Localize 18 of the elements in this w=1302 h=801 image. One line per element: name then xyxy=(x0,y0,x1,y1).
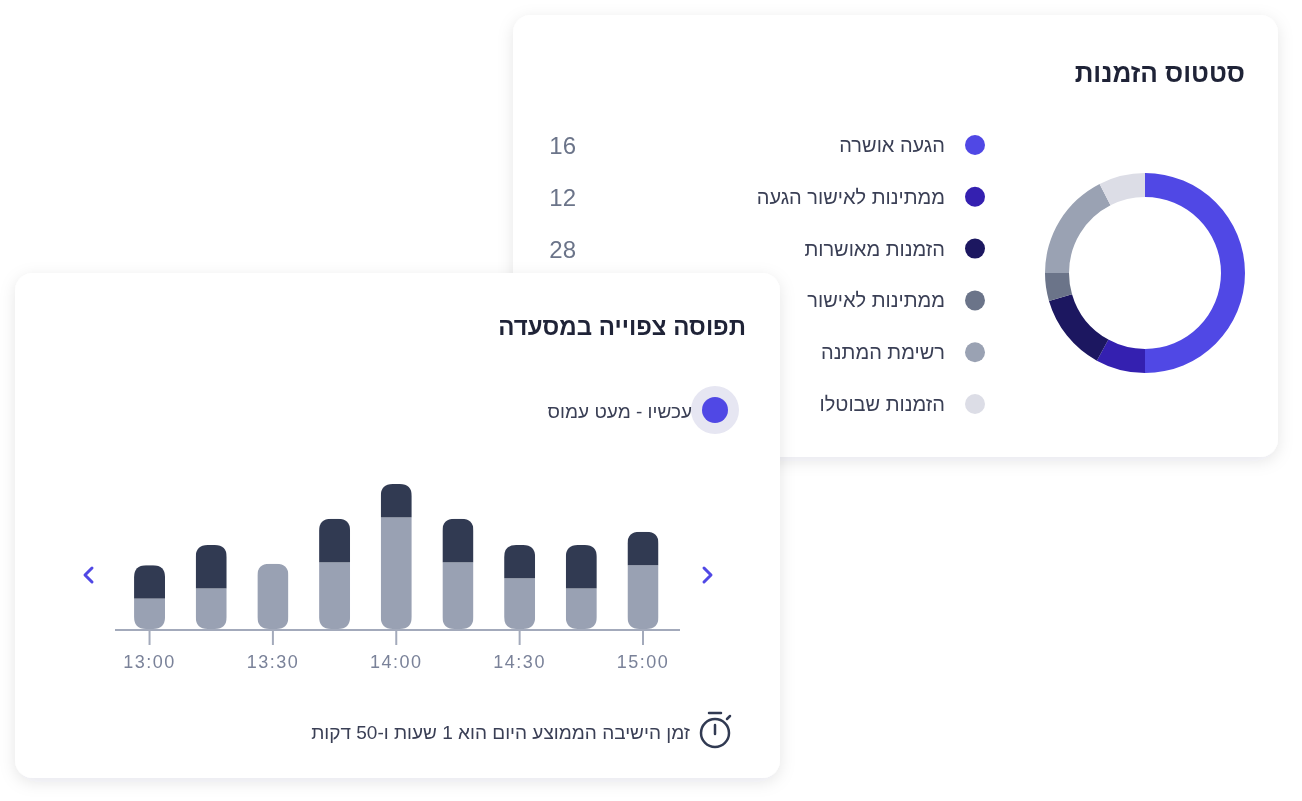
text: עכשיו - מעט עמוס xyxy=(547,401,692,422)
legend-label: ממתינות לאישור הגעה xyxy=(756,185,945,208)
legend-label: הזמנות מאושרות xyxy=(804,237,945,260)
chart-title: סטטוס הזמנות xyxy=(1074,58,1245,88)
chart-title: תפוסה צפוייה במסעדה xyxy=(498,313,746,340)
text: 28 xyxy=(549,235,576,263)
text: 12 xyxy=(549,183,576,211)
x-tick-label: 14:30 xyxy=(493,652,546,672)
x-tick-label: 15:00 xyxy=(616,652,670,672)
x-tick-label: 13:00 xyxy=(123,652,176,672)
legend-label: ממתינות לאישור xyxy=(807,289,945,312)
legend-label: רשימת המתנה xyxy=(821,341,945,364)
legend-label: הגעה אושרה xyxy=(839,134,945,156)
legend-label: הזמנות שבוטלו xyxy=(819,393,945,415)
x-tick-label: 13:30 xyxy=(246,652,300,672)
text: 16 xyxy=(549,132,576,159)
x-tick-label: 14:00 xyxy=(369,652,423,672)
text: זמן הישיבה הממוצע היום הוא 1 שעות ו-50 דקות xyxy=(311,722,690,743)
